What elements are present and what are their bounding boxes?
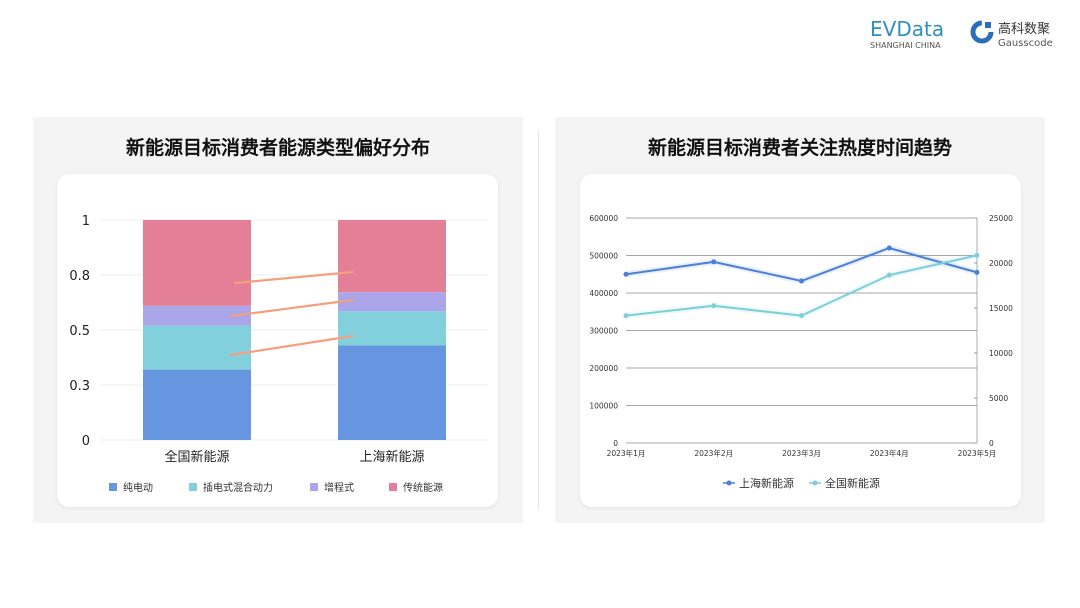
x-tick-label: 2023年5月 <box>958 448 997 458</box>
y-right-tick-label: 10000 <box>989 349 1013 358</box>
legend-label: 上海新能源 <box>739 476 794 490</box>
x-tick-label: 2023年3月 <box>782 448 821 458</box>
evdata-logo-mark: EVData SHANGHAI CHINA <box>870 17 944 50</box>
legend-swatch <box>109 483 117 491</box>
y-left-tick-label: 500000 <box>589 252 618 261</box>
bar-segment <box>338 345 446 440</box>
bar-segment <box>143 369 251 440</box>
y-right-tick-label: 20000 <box>989 259 1013 268</box>
gausscode-logo: 高科数聚 Gausscode <box>970 18 1070 53</box>
data-point <box>711 303 717 309</box>
y-right-tick-label: 0 <box>989 439 994 448</box>
y-tick-label: 0.5 <box>69 324 90 339</box>
data-point <box>886 245 892 251</box>
gausscode-logo-mark: 高科数聚 Gausscode <box>970 20 1053 49</box>
y-left-tick-label: 600000 <box>589 214 618 223</box>
y-left-tick-label: 0 <box>613 439 618 448</box>
evdata-logo-subtext: SHANGHAI CHINA <box>870 41 941 50</box>
data-point <box>623 271 629 277</box>
bar-segment <box>143 325 251 370</box>
y-tick-label: 0.3 <box>69 379 90 394</box>
energy-preference-title: 新能源目标消费者能源类型偏好分布 <box>125 137 430 159</box>
data-point <box>886 272 892 278</box>
legend-label: 纯电动 <box>123 481 153 494</box>
legend-label: 传统能源 <box>403 481 443 494</box>
x-category-label: 全国新能源 <box>164 449 229 465</box>
line-chart: 0 100000 200000 300000 400000 500000 600000 0 50… <box>589 214 1013 490</box>
x-tick-label: 2023年4月 <box>870 448 909 458</box>
legend-label: 全国新能源 <box>825 476 880 490</box>
data-point <box>974 269 980 275</box>
y-right-tick-label: 5000 <box>989 394 1008 403</box>
x-tick-label: 2023年1月 <box>607 448 646 458</box>
data-point <box>799 278 804 284</box>
y-left-tick-label: 100000 <box>589 402 618 411</box>
y-right-tick-label: 25000 <box>989 214 1013 223</box>
x-category-label: 上海新能源 <box>359 449 424 465</box>
legend-marker <box>726 480 732 486</box>
gausscode-logo-en: Gausscode <box>998 38 1053 48</box>
x-tick-label: 2023年2月 <box>694 448 733 458</box>
attention-trend-card: 0 100000 200000 300000 400000 500000 600000 0 50… <box>580 174 1021 507</box>
energy-preference-card: 0 0.3 0.5 0.8 1 全国新能源 上海新能源纯电动 插电式混合动力 增程式 传统能源 <box>57 174 498 507</box>
data-point <box>799 313 804 319</box>
legend-label: 增程式 <box>324 481 354 494</box>
evdata-logo: EVData SHANGHAI CHINA <box>868 16 968 57</box>
y-right-tick-label: 15000 <box>989 304 1013 313</box>
legend-swatch <box>189 483 197 491</box>
connector-line <box>229 334 355 357</box>
bar-segment <box>338 311 446 346</box>
attention-trend-title: 新能源目标消费者关注热度时间趋势 <box>647 137 952 159</box>
legend-marker <box>812 480 818 486</box>
y-left-tick-label: 300000 <box>589 327 618 336</box>
connector-line <box>233 270 355 285</box>
bar-segment <box>338 220 446 293</box>
y-left-tick-label: 400000 <box>589 289 618 298</box>
data-point <box>623 313 629 319</box>
legend-swatch <box>310 483 318 491</box>
energy-preference-panel: 新能源目标消费者能源类型偏好分布 0 0.3 0.5 0.8 1 全国新能源 上海新能源纯电… <box>33 117 523 523</box>
legend-swatch <box>389 483 397 491</box>
data-point <box>974 252 980 258</box>
evdata-logo-text: EVData <box>870 17 944 41</box>
y-left-tick-label: 200000 <box>589 364 618 373</box>
y-tick-label: 0 <box>82 434 90 449</box>
data-point <box>711 259 717 265</box>
connector-line <box>229 298 355 318</box>
panel-divider <box>538 130 539 510</box>
bar-segment <box>143 220 251 306</box>
attention-trend-panel: 新能源目标消费者关注热度时间趋势 0 100000 200000 300000 4000… <box>555 117 1045 523</box>
bar-segment <box>338 292 446 312</box>
gausscode-logo-cn: 高科数聚 <box>998 21 1050 37</box>
y-tick-label: 0.8 <box>69 269 90 284</box>
y-tick-label: 1 <box>82 214 90 229</box>
gausscode-logo-icon <box>970 20 994 44</box>
bar-segment <box>143 305 251 326</box>
legend-label: 插电式混合动力 <box>203 481 273 494</box>
